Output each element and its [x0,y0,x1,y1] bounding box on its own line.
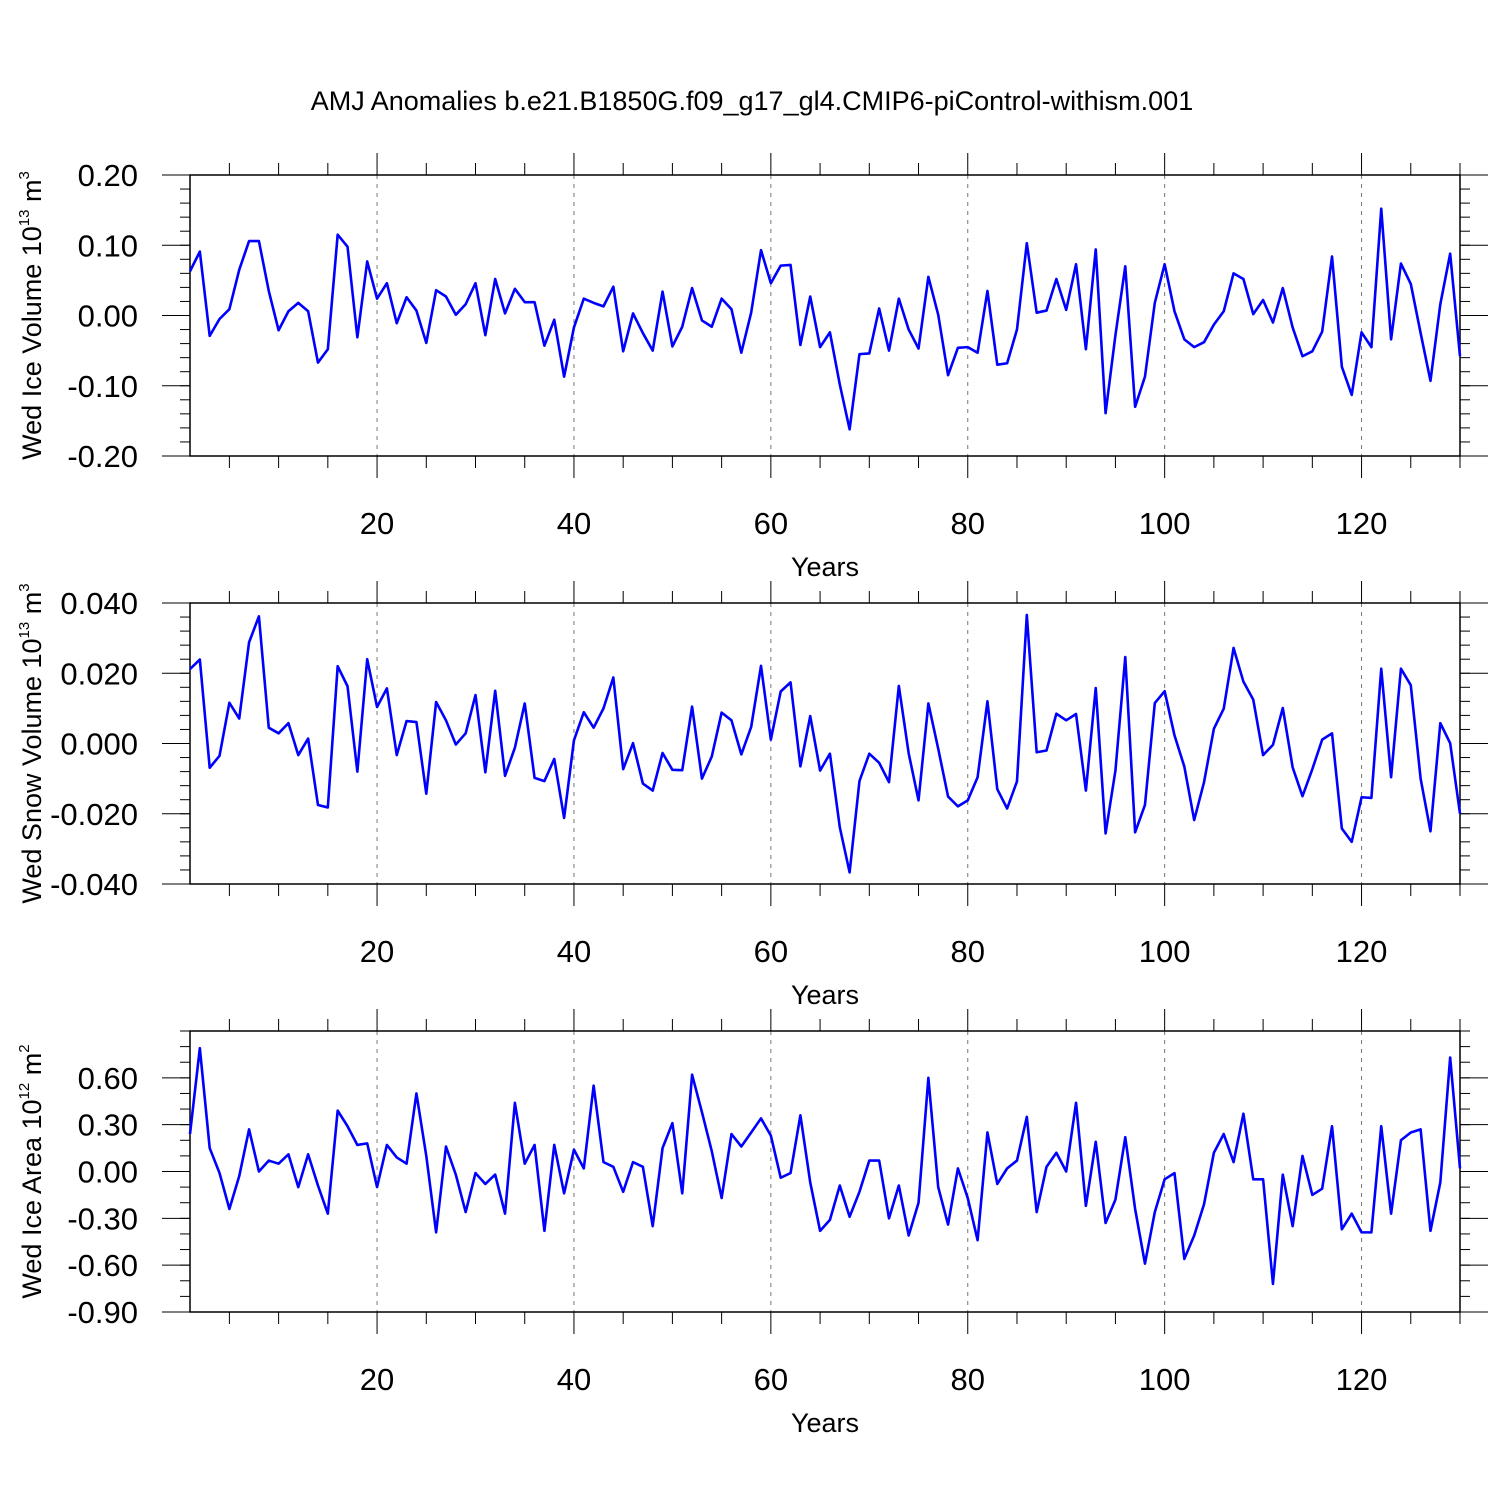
y-axis-title: Wed Ice Volume 1013 m3 [16,171,47,460]
y-tick-label: 0.20 [78,158,138,193]
x-tick-label: 60 [754,1362,788,1397]
y-tick-label: -0.90 [67,1295,138,1330]
y-tick-label: 0.040 [60,586,138,621]
y-axis-title: Wed Snow Volume 1013 m3 [16,583,47,903]
x-axis-title: Years [791,552,859,582]
y-tick-label: 0.020 [60,656,138,691]
series-line [188,1046,1462,1286]
x-tick-label: 80 [951,1362,985,1397]
y-tick-label: -0.60 [67,1248,138,1283]
x-tick-label: 120 [1336,506,1388,541]
x-tick-label: 20 [360,506,394,541]
y-tick-label: 0.00 [78,299,138,334]
x-tick-label: 60 [754,506,788,541]
x-tick-label: 100 [1139,934,1191,969]
y-tick-label: -0.10 [67,369,138,404]
x-tick-label: 40 [557,934,591,969]
chart-panel: -0.040 -0.020 0.000 0.020 0.040 20 40 60 80 100 12… [16,581,1488,1010]
x-axis-title: Years [791,1408,859,1438]
x-tick-label: 40 [557,506,591,541]
x-tick-label: 60 [754,934,788,969]
y-tick-label: 0.10 [78,228,138,263]
x-tick-label: 40 [557,1362,591,1397]
series-line [188,207,1462,431]
x-tick-label: 100 [1139,1362,1191,1397]
chart-panel: -0.20 -0.10 0.00 0.10 0.20 20 40 60 80 100 120 Year… [16,153,1488,582]
y-tick-label: 0.30 [78,1108,138,1143]
chart-panel: -0.90 -0.60 -0.30 0.00 0.30 0.60 20 40 60 80 100 12… [16,1009,1488,1438]
y-tick-label: -0.040 [50,867,138,902]
y-tick-label: 0.00 [78,1155,138,1190]
y-tick-label: -0.20 [67,439,138,474]
y-tick-label: 0.000 [60,727,138,762]
x-tick-label: 80 [951,934,985,969]
series-line [189,613,1462,874]
x-tick-label: 20 [360,1362,394,1397]
y-tick-label: -0.020 [50,797,138,832]
figure-title: AMJ Anomalies b.e21.B1850G.f09_g17_gl4.C… [311,86,1193,116]
x-tick-label: 80 [951,506,985,541]
x-tick-label: 100 [1139,506,1191,541]
y-tick-label: -0.30 [67,1201,138,1236]
y-axis-title: Wed Ice Area 1012 m2 [16,1044,47,1298]
x-axis-title: Years [791,980,859,1010]
x-tick-label: 120 [1336,1362,1388,1397]
y-tick-label: 0.60 [78,1061,138,1096]
x-tick-label: 120 [1336,934,1388,969]
x-tick-label: 20 [360,934,394,969]
chart-panels: -0.20 -0.10 0.00 0.10 0.20 20 40 60 80 100 120 Year… [16,153,1488,1438]
